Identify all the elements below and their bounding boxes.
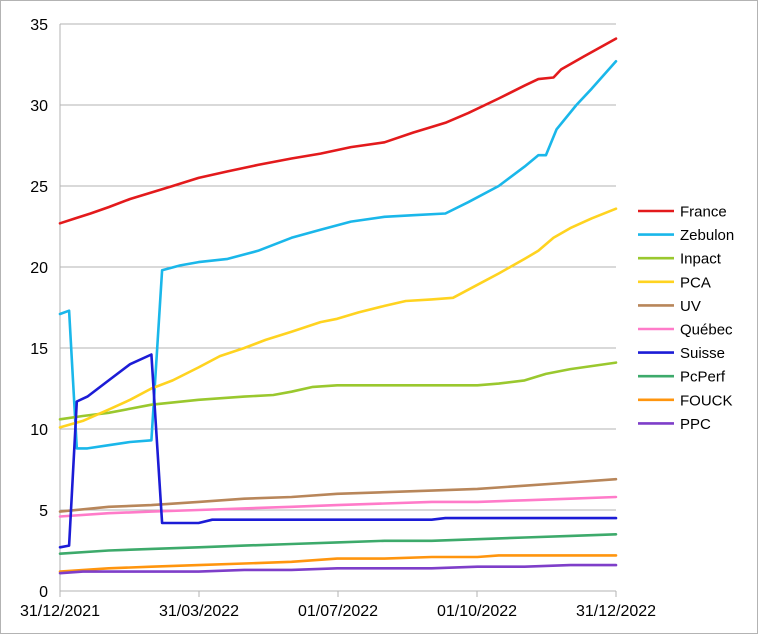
legend-label: Suisse <box>680 345 725 362</box>
series-line-qu-bec <box>58 495 618 518</box>
y-tick-label: 15 <box>30 341 48 358</box>
y-tick-label: 5 <box>39 503 48 520</box>
legend-label: Inpact <box>680 251 722 268</box>
legend-label: FOUCK <box>680 392 733 409</box>
x-tick-label: 01/07/2022 <box>298 603 378 620</box>
y-tick-label: 0 <box>39 584 48 601</box>
legend-label: Québec <box>680 322 733 339</box>
legend-label: UV <box>680 298 701 315</box>
series-line-suisse <box>58 353 618 549</box>
legend: France Zebulon Inpact PCA UV Québec Suisse PcPe… <box>638 204 734 433</box>
series-line-inpact <box>58 361 618 421</box>
series-line-pcperf <box>58 532 618 556</box>
series-line-uv <box>58 477 618 513</box>
y-tick-label: 10 <box>30 422 48 439</box>
legend-label: PCA <box>680 274 711 291</box>
series-lines <box>58 37 618 575</box>
x-tick-label: 31/03/2022 <box>159 603 239 620</box>
x-tick-label: 31/12/2022 <box>576 603 656 620</box>
y-tick-label: 30 <box>30 98 48 115</box>
series-line-fouck <box>58 554 618 573</box>
legend-label: Zebulon <box>680 227 734 244</box>
series-line-france <box>58 37 618 225</box>
legend-label: PcPerf <box>680 369 726 386</box>
y-tick-label: 35 <box>30 17 48 34</box>
series-line-ppc <box>58 563 618 575</box>
y-axis-tick-labels: 0 5 10 15 20 25 30 35 <box>30 17 48 601</box>
legend-label: PPC <box>680 416 711 433</box>
x-tick-label: 01/10/2022 <box>437 603 517 620</box>
x-tick-label: 31/12/2021 <box>20 603 100 620</box>
series-line-zebulon <box>58 59 618 450</box>
series-line-pca <box>58 207 618 429</box>
legend-label: France <box>680 204 727 221</box>
x-axis-tick-labels: 31/12/2021 31/03/2022 01/07/2022 01/10/2022… <box>20 603 656 620</box>
y-tick-label: 20 <box>30 260 48 277</box>
y-tick-label: 25 <box>30 179 48 196</box>
